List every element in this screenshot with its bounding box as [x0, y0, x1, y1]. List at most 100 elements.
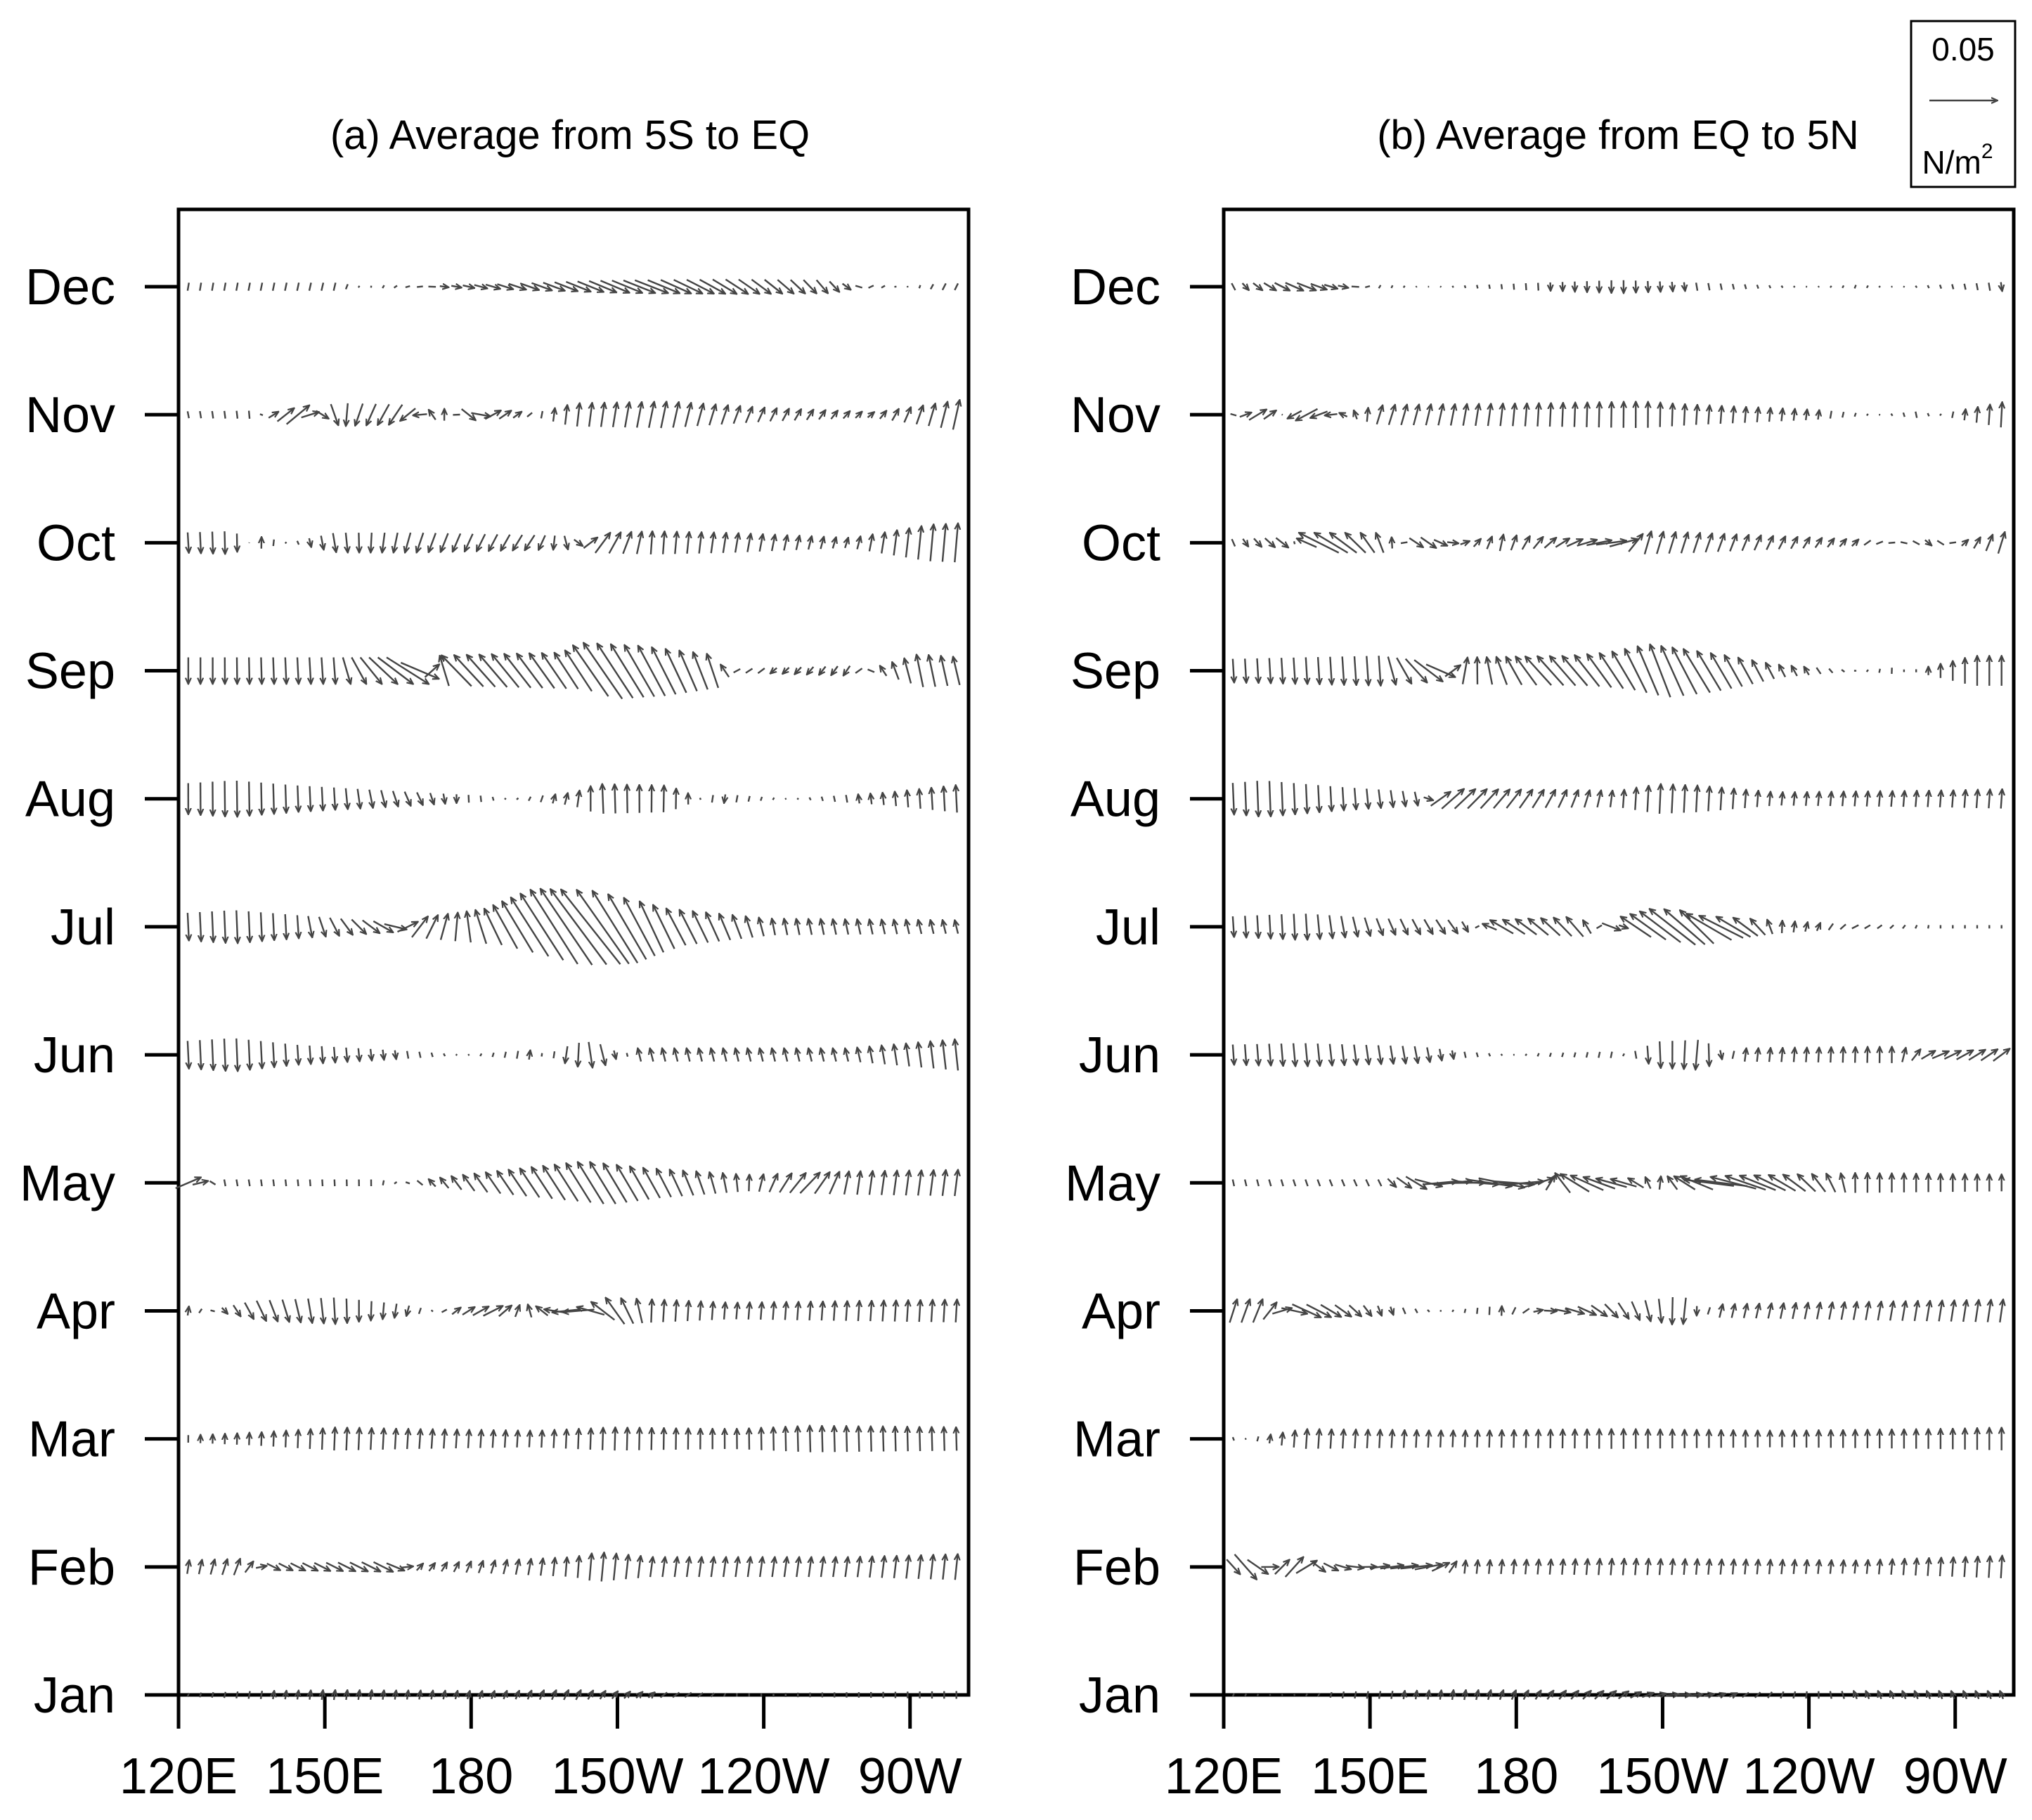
vector-a-apr-222.0: [675, 1300, 677, 1322]
vector-b-aug-267.0: [1940, 791, 1941, 807]
vector-b-nov-127.0: [1248, 410, 1267, 421]
vector-b-jan-267.0: [1939, 1691, 1943, 1700]
vector-b-feb-167.0: [1448, 1561, 1457, 1573]
vector-a-apr-244.5: [785, 1302, 787, 1320]
vector-a-jan-147.0: [309, 1690, 311, 1700]
vector-b-sep-254.5: [1878, 668, 1881, 673]
vector-b-oct-179.5: [1510, 535, 1517, 551]
vector-b-jun-274.5: [1968, 1050, 1986, 1061]
vector-a-nov-242.0: [769, 408, 777, 422]
vector-a-nov-159.5: [366, 403, 377, 426]
vector-a-jul-172.0: [425, 915, 439, 940]
ylabel-feb: Feb: [28, 1540, 115, 1596]
vector-a-may-177.0: [451, 1176, 462, 1190]
vector-b-feb-244.5: [1830, 1560, 1832, 1574]
vector-b-aug-187.0: [1544, 790, 1555, 809]
vector-a-jul-204.5: [561, 890, 621, 965]
vector-b-apr-247.0: [1842, 1302, 1845, 1320]
vector-a-feb-247.0: [796, 1557, 799, 1578]
vector-b-aug-154.5: [1391, 790, 1394, 807]
vector-b-oct-272.0: [1961, 540, 1969, 547]
vector-b-apr-267.0: [1939, 1301, 1943, 1322]
vector-b-apr-244.5: [1829, 1302, 1832, 1320]
vector-a-aug-239.5: [760, 796, 763, 801]
vector-a-feb-279.5: [955, 1554, 958, 1580]
vector-b-jul-149.5: [1364, 917, 1371, 936]
vector-a-sep-214.5: [624, 645, 655, 697]
vector-a-jul-272.0: [918, 920, 921, 935]
vector-a-jun-242.0: [772, 1048, 775, 1062]
vector-a-may-184.5: [486, 1172, 502, 1195]
vector-a-feb-227.0: [699, 1557, 702, 1578]
vector-a-apr-164.5: [394, 1304, 396, 1318]
ylabel-may: May: [20, 1155, 115, 1211]
vector-a-aug-212.0: [627, 784, 628, 814]
vector-b-nov-249.5: [1853, 412, 1857, 417]
vector-b-dec-244.5: [1829, 285, 1832, 288]
vector-a-may-122.0: [175, 1178, 201, 1190]
vector-b-may-194.5: [1571, 1176, 1604, 1191]
vector-a-oct-182.0: [477, 533, 486, 552]
ylabel-mar: Mar: [1073, 1412, 1160, 1468]
vector-a-feb-222.0: [675, 1557, 678, 1578]
vector-b-jun-279.5: [1993, 1048, 2010, 1062]
vector-b-sep-199.5: [1600, 653, 1624, 689]
vector-a-mar-134.5: [249, 1433, 250, 1445]
vector-b-nov-247.0: [1842, 411, 1845, 418]
vector-b-aug-202.0: [1623, 790, 1624, 808]
vector-a-oct-169.5: [417, 532, 425, 552]
vector-a-apr-229.5: [712, 1301, 713, 1320]
vector-a-may-227.0: [697, 1171, 706, 1195]
vector-b-jun-244.5: [1830, 1047, 1831, 1063]
vector-a-sep-199.5: [555, 653, 579, 690]
vector-b-jan-259.5: [1903, 1691, 1906, 1700]
vector-b-aug-277.0: [1988, 789, 1990, 809]
vector-a-nov-262.0: [867, 412, 875, 417]
vector-b-oct-159.5: [1409, 537, 1423, 547]
vector-a-oct-252.0: [821, 537, 824, 550]
vector-a-jan-137.0: [259, 1691, 264, 1699]
vector-b-feb-277.0: [1988, 1556, 1990, 1578]
xlabel-180: 180: [429, 1748, 513, 1805]
vector-a-feb-224.5: [687, 1557, 690, 1578]
vector-a-sep-169.5: [400, 661, 439, 679]
vector-b-nov-194.5: [1586, 403, 1587, 427]
vector-b-nov-164.5: [1437, 404, 1443, 426]
vector-a-jan-129.5: [223, 1691, 227, 1698]
vector-a-jan-197.0: [552, 1690, 556, 1701]
vector-b-apr-159.5: [1414, 1308, 1418, 1313]
ylabel-dec: Dec: [25, 259, 115, 316]
vector-b-oct-207.0: [1643, 531, 1652, 555]
vector-a-nov-134.5: [247, 410, 251, 420]
vector-a-jun-264.5: [881, 1046, 885, 1065]
vector-a-feb-219.5: [663, 1557, 666, 1578]
vector-b-jun-122.0: [1233, 1044, 1234, 1065]
vector-b-sep-204.5: [1625, 649, 1648, 694]
vector-a-nov-249.5: [805, 410, 814, 421]
vector-b-sep-252.0: [1865, 669, 1869, 672]
ylabel-jan: Jan: [34, 1668, 115, 1724]
vector-a-sep-172.0: [424, 664, 440, 678]
vector-b-oct-174.5: [1486, 536, 1492, 550]
vector-a-jan-169.5: [419, 1691, 420, 1700]
vector-b-feb-214.5: [1684, 1559, 1685, 1575]
vector-b-apr-154.5: [1390, 1306, 1393, 1315]
vector-b-apr-214.5: [1683, 1297, 1686, 1325]
vector-b-dec-267.0: [1939, 284, 1943, 290]
vector-b-jul-194.5: [1583, 920, 1592, 935]
vector-a-aug-162.0: [380, 790, 385, 807]
vector-b-oct-139.5: [1299, 533, 1340, 554]
ylabel-aug: Aug: [1070, 772, 1160, 828]
vector-a-jul-147.0: [307, 916, 312, 938]
vector-a-aug-252.0: [820, 796, 824, 802]
vector-b-apr-249.5: [1853, 1302, 1857, 1320]
vector-b-apr-167.0: [1451, 1309, 1455, 1313]
vector-b-oct-162.0: [1420, 536, 1436, 548]
vector-b-jun-162.0: [1427, 1047, 1430, 1062]
vector-b-jun-169.5: [1463, 1051, 1467, 1058]
vector-a-jul-144.5: [297, 915, 299, 938]
vector-b-jan-189.5: [1558, 1691, 1566, 1700]
vector-a-jul-139.5: [273, 913, 274, 941]
vector-a-oct-154.5: [346, 532, 348, 553]
vector-a-oct-277.0: [941, 524, 946, 562]
